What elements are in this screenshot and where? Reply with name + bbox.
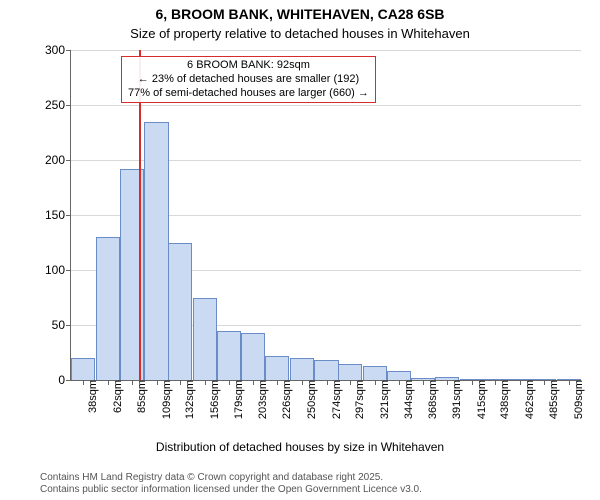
grid-line — [71, 50, 581, 51]
x-tick-label: 179sqm — [229, 380, 245, 419]
footnote-line-1: Contains HM Land Registry data © Crown c… — [40, 472, 422, 484]
y-tick-label: 100 — [45, 263, 71, 277]
callout-line-3: 77% of semi-detached houses are larger (… — [128, 87, 369, 101]
x-tick-label: 156sqm — [205, 380, 221, 419]
x-axis-label: Distribution of detached houses by size … — [0, 440, 600, 454]
chart-footnote: Contains HM Land Registry data © Crown c… — [40, 472, 422, 496]
x-tick-label: 85sqm — [132, 380, 148, 413]
x-tick-label: 321sqm — [375, 380, 391, 419]
y-tick-label: 50 — [52, 318, 71, 332]
x-tick-label: 415sqm — [472, 380, 488, 419]
chart-title: 6, BROOM BANK, WHITEHAVEN, CA28 6SB — [0, 6, 600, 22]
y-tick-label: 0 — [58, 373, 71, 387]
property-size-histogram: 6, BROOM BANK, WHITEHAVEN, CA28 6SB Size… — [0, 0, 600, 500]
x-tick-label: 485sqm — [544, 380, 560, 419]
x-tick-label: 462sqm — [520, 380, 536, 419]
chart-subtitle: Size of property relative to detached ho… — [0, 26, 600, 41]
plot-area: 05010015020025030038sqm62sqm85sqm109sqm1… — [70, 50, 581, 381]
histogram-bar — [363, 366, 387, 380]
x-tick-label: 109sqm — [157, 380, 173, 419]
x-tick-label: 203sqm — [253, 380, 269, 419]
y-tick-label: 150 — [45, 208, 71, 222]
histogram-bar — [96, 237, 120, 380]
histogram-bar — [265, 356, 289, 380]
x-tick-label: 38sqm — [83, 380, 99, 413]
histogram-bar — [217, 331, 241, 381]
marker-callout: 6 BROOM BANK: 92sqm ← 23% of detached ho… — [121, 56, 376, 103]
histogram-bar — [241, 333, 265, 380]
histogram-bar — [314, 360, 338, 380]
histogram-bar — [338, 364, 362, 381]
footnote-line-2: Contains public sector information licen… — [40, 484, 422, 496]
histogram-bar — [193, 298, 217, 381]
y-tick-label: 250 — [45, 98, 71, 112]
callout-line-1: 6 BROOM BANK: 92sqm — [128, 59, 369, 73]
histogram-bar — [387, 371, 411, 380]
x-tick-label: 226sqm — [277, 380, 293, 419]
histogram-bar — [144, 122, 168, 381]
y-tick-label: 300 — [45, 43, 71, 57]
histogram-bar — [290, 358, 314, 380]
histogram-bar — [168, 243, 192, 381]
grid-line — [71, 105, 581, 106]
x-tick-label: 438sqm — [495, 380, 511, 419]
x-tick-label: 297sqm — [350, 380, 366, 419]
x-tick-label: 391sqm — [447, 380, 463, 419]
x-tick-label: 132sqm — [180, 380, 196, 419]
x-tick-label: 368sqm — [423, 380, 439, 419]
x-tick-label: 250sqm — [302, 380, 318, 419]
x-tick-label: 344sqm — [399, 380, 415, 419]
x-tick-label: 274sqm — [327, 380, 343, 419]
x-tick-label: 62sqm — [108, 380, 124, 413]
y-tick-label: 200 — [45, 153, 71, 167]
x-tick-label: 509sqm — [569, 380, 585, 419]
histogram-bar — [71, 358, 95, 380]
callout-line-2: ← 23% of detached houses are smaller (19… — [128, 73, 369, 87]
